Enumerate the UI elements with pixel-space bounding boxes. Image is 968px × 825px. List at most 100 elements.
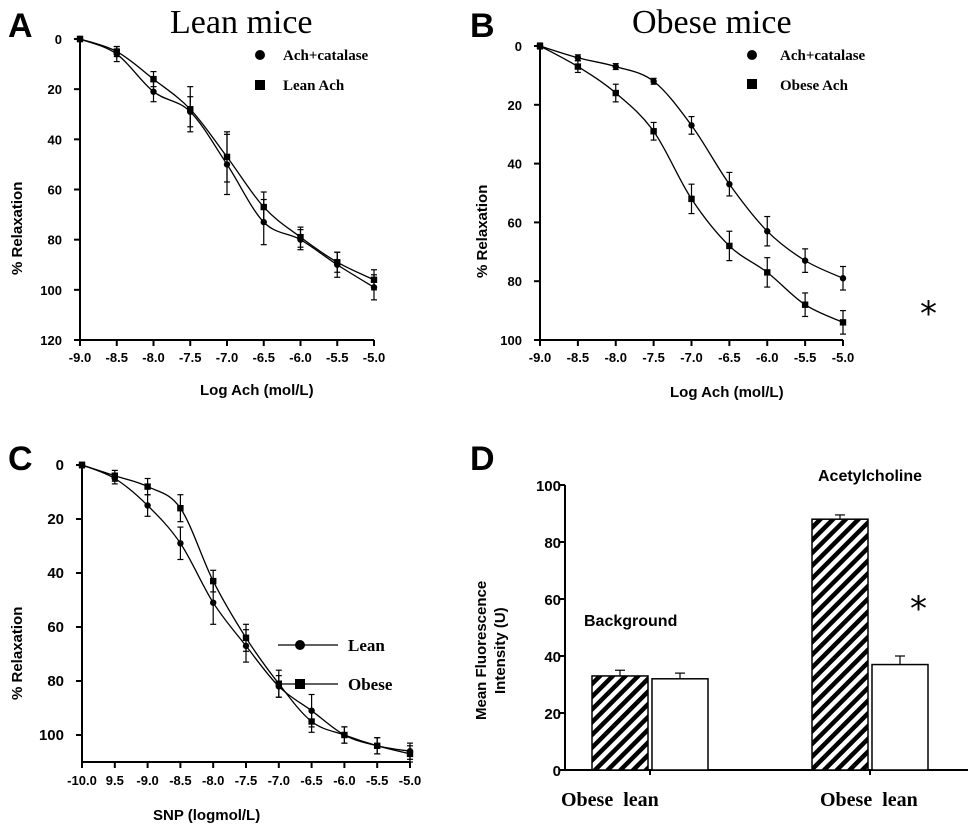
data-point-circle: [688, 122, 695, 129]
y-tick-label: 40: [48, 132, 62, 147]
legend-c-circle-marker: [295, 640, 305, 650]
series-line-obese: [81, 464, 411, 755]
data-point-square: [177, 505, 184, 512]
data-point-square: [726, 242, 733, 250]
x-tick-label: 9.5: [106, 773, 124, 788]
x-tick-label: -7.5: [642, 350, 664, 365]
y-tick-label: 0: [553, 763, 561, 780]
data-point-square: [801, 301, 809, 308]
chart-panel-c: -10.0 9.5 -9.0 -8.5 -8.0 -7.5 -7.0 -6.5 -6.0 -5.5…: [39, 457, 421, 788]
data-point-square: [297, 233, 304, 241]
data-point-circle: [210, 599, 217, 606]
legend-a: Ach+catalase Lean Ach: [255, 48, 369, 94]
x-tick-label: -7.5: [235, 773, 257, 788]
y-tick-label: 40: [544, 649, 561, 666]
x-tick-label: -8.0: [605, 350, 627, 365]
y-tick-label: 100: [40, 283, 62, 298]
category-labels-group2: Obese lean: [820, 789, 918, 811]
data-point-square: [688, 195, 695, 203]
xlabel-b: Log Ach (mol/L): [670, 384, 784, 401]
x-tick-label: -7.0: [216, 350, 238, 365]
x-tick-label: -6.5: [300, 773, 322, 788]
data-point-circle: [764, 228, 771, 235]
significance-star-b: *: [920, 294, 937, 334]
group-label-background: Background: [584, 613, 677, 630]
legend-b-circle-marker: [747, 50, 757, 60]
x-tick-label: -8.0: [142, 350, 164, 365]
panel-letter-b: B: [470, 7, 495, 45]
data-point-square: [76, 35, 84, 43]
data-point-square: [223, 153, 231, 161]
y-tick-label: 100: [39, 727, 64, 744]
x-tick-label: -8.0: [202, 773, 224, 788]
data-point-square: [260, 203, 267, 211]
x-tick-label: -9.0: [69, 350, 91, 365]
y-tick-label: 40: [508, 157, 522, 172]
data-point-square: [374, 742, 381, 749]
x-tick-label: -9.0: [136, 773, 158, 788]
significance-star-d: *: [910, 589, 927, 629]
data-point-square: [308, 718, 315, 725]
y-tick-label: 0: [56, 457, 64, 474]
y-tick-label: 20: [508, 98, 522, 113]
x-tick-label: -8.5: [169, 773, 191, 788]
ylabel-b: % Relaxation: [474, 185, 491, 278]
legend-a-square-marker: [255, 80, 265, 90]
ylabel-a: % Relaxation: [9, 182, 26, 275]
x-tick-label: -6.5: [253, 350, 275, 365]
title-lean-mice: Lean mice: [170, 4, 313, 41]
legend-c-item2: Obese: [348, 675, 393, 694]
data-point-square: [144, 483, 151, 490]
y-tick-label: 0: [55, 32, 62, 47]
ylabel-c: % Relaxation: [9, 607, 26, 700]
data-point-circle: [574, 54, 582, 61]
legend-c: Lean Obese: [278, 636, 393, 694]
data-point-square: [406, 750, 414, 758]
title-obese-mice: Obese mice: [632, 4, 792, 41]
x-tick-label: -6.5: [718, 350, 740, 365]
data-point-square: [150, 75, 157, 83]
y-tick-label: 120: [40, 333, 62, 348]
data-point-square: [612, 89, 619, 97]
data-point-square: [275, 680, 282, 687]
panel-letter-c: C: [8, 440, 33, 478]
chart-panel-d: 0 20 40 60 80 100: [536, 478, 968, 780]
data-point-square: [341, 731, 348, 739]
data-point-square: [536, 42, 544, 50]
data-point-square: [650, 128, 657, 135]
data-point-square: [370, 276, 378, 283]
legend-b: Ach+catalase Obese Ach: [747, 48, 866, 94]
y-tick-label: 0: [515, 39, 522, 54]
y-tick-label: 20: [47, 511, 64, 528]
plot-layer: -9.0 -8.5 -8.0 -7.5 -7.0 -6.5 -6.0 -5.5 -5.0 0 20 4…: [39, 32, 968, 788]
data-point-circle: [144, 502, 151, 509]
bar-background-obese: [591, 675, 649, 771]
bar-background-lean: [651, 678, 709, 771]
y-tick-label: 60: [508, 215, 522, 230]
x-tick-label: -5.0: [832, 350, 854, 365]
data-point-square: [242, 634, 250, 641]
legend-a-item2: Lean Ach: [283, 78, 345, 94]
bar-acetylcholine-lean: [871, 663, 929, 771]
data-point-square: [111, 472, 118, 479]
data-point-circle: [612, 63, 619, 70]
x-tick-label: -9.0: [529, 350, 551, 365]
x-tick-label: -6.0: [333, 773, 355, 788]
data-point-square: [334, 259, 341, 266]
x-tick-label: -8.5: [567, 350, 589, 365]
y-tick-label: 40: [47, 565, 64, 582]
y-tick-label: 100: [500, 333, 522, 348]
data-point-circle: [150, 88, 157, 95]
y-tick-label: 80: [544, 535, 561, 552]
x-tick-label: -6.0: [756, 350, 778, 365]
panel-letter-d: D: [470, 440, 495, 478]
legend-c-item1: Lean: [348, 636, 385, 655]
x-tick-label: -8.5: [106, 350, 128, 365]
data-point-circle: [839, 275, 847, 282]
x-tick-label: -10.0: [67, 773, 97, 788]
y-tick-label: 80: [47, 673, 64, 690]
legend-c-square-marker: [295, 679, 305, 689]
y-tick-label: 100: [536, 478, 561, 495]
data-point-square: [764, 269, 771, 276]
chart-panel-a: -9.0 -8.5 -8.0 -7.5 -7.0 -6.5 -6.0 -5.5 -5.0 0 20 4…: [40, 32, 385, 365]
